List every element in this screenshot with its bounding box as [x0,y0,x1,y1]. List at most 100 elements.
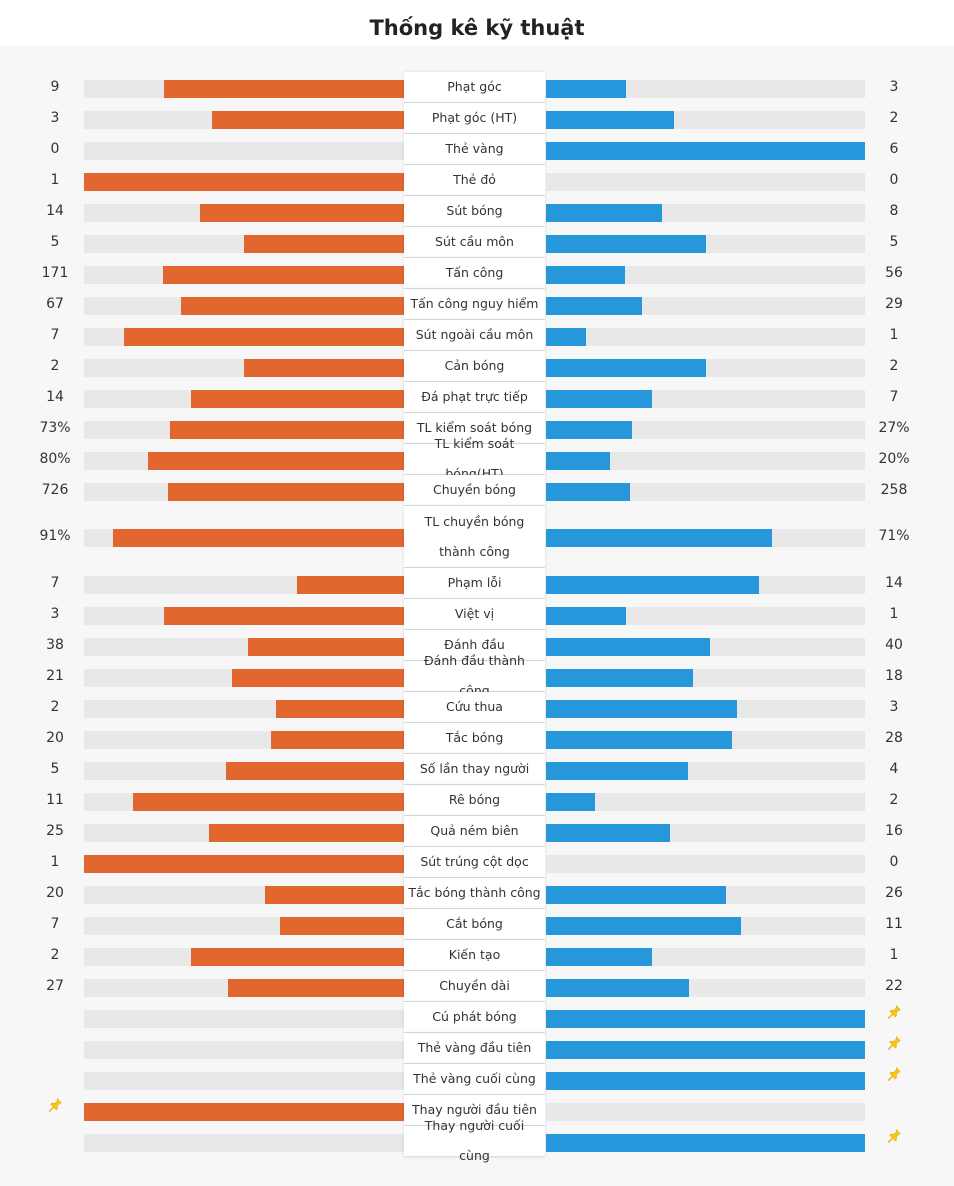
away-bar-fill [546,79,626,98]
home-bar-fill [200,203,404,222]
away-bar-fill [546,141,865,160]
away-bar-track [546,327,865,346]
away-bar-fill [546,327,586,346]
away-value: 1 [889,605,899,622]
home-bar-track [84,668,404,687]
away-bar-track [546,823,865,842]
home-value: 9 [50,78,60,95]
home-bar-fill [264,885,404,904]
home-bar-track [84,699,404,718]
stat-label: Chuyền dài [404,971,545,1002]
stat-label: TL kiểm soát bóng [404,413,545,444]
stat-label: Tắc bóng thành công [404,878,545,909]
home-bar-fill [227,978,404,997]
stat-label: Rê bóng [404,785,545,816]
home-bar-fill [212,110,404,129]
home-bar-track [84,885,404,904]
home-bar-track [84,234,404,253]
away-bar-fill [546,110,674,129]
home-bar-fill [276,699,404,718]
away-bar-track [546,668,865,687]
away-bar-track [546,1133,865,1152]
home-value: 20 [46,729,64,746]
stat-label: Quả ném biên [404,816,545,847]
pin-icon [886,1004,902,1020]
away-bar-track [546,296,865,315]
away-bar-fill [546,482,630,501]
home-bar-fill [164,79,404,98]
away-value: 3 [889,78,899,95]
home-bar-fill [148,451,404,470]
home-bar-track [84,916,404,935]
page-title: Thống kê kỹ thuật [369,16,585,40]
away-bar-fill [546,916,741,935]
stat-label: Phạt góc (HT) [404,103,545,134]
away-bar-track [546,451,865,470]
away-bar-track [546,482,865,501]
home-bar-fill [170,420,404,439]
away-bar-fill [546,265,625,284]
stat-label: Thay người cuối cùng [404,1118,545,1163]
pin-icon [47,1097,63,1113]
stat-label: Thay người đầu tiên [404,1095,545,1126]
away-bar-fill [546,761,688,780]
away-value: 7 [889,388,899,405]
home-bar-fill [124,327,404,346]
pin-icon [886,1128,902,1144]
away-value: 3 [889,698,899,715]
stat-label: Cứu thua [404,692,545,723]
away-bar-fill [546,451,610,470]
away-value: 29 [885,295,903,312]
away-bar-fill [546,823,671,842]
away-bar-fill [546,885,727,904]
home-bar-fill [231,668,404,687]
home-bar-fill [279,916,404,935]
home-bar-fill [190,389,404,408]
home-value: 7 [50,326,60,343]
away-bar-fill [546,389,653,408]
away-value: 20% [878,450,910,467]
away-bar-fill [546,668,694,687]
home-bar-track [84,529,404,547]
away-bar-fill [546,637,710,656]
stat-label: Cản bóng [404,351,545,382]
away-bar-fill [546,1009,865,1028]
away-bar-fill [546,420,633,439]
stat-label: Tắc bóng [404,723,545,754]
stat-label: Đá phạt trực tiếp [404,382,545,413]
away-value: 4 [889,760,899,777]
away-bar-track [546,761,865,780]
home-bar-track [84,606,404,625]
home-bar-fill [208,823,404,842]
home-bar-fill [180,296,404,315]
away-bar-fill [546,203,663,222]
away-value: 2 [889,109,899,126]
away-value: 8 [889,202,899,219]
home-bar-track [84,79,404,98]
away-bar-track [546,606,865,625]
away-bar-fill [546,1133,865,1152]
away-value: 27% [878,419,910,436]
home-bar-track [84,482,404,501]
away-value: 22 [885,977,903,994]
home-value: 2 [50,357,60,374]
away-bar-fill [546,575,759,594]
home-bar-track [84,327,404,346]
home-bar-track [84,141,404,160]
away-bar-track [546,1071,865,1090]
stat-label: Đánh đầu [404,630,545,661]
home-value: 0 [50,140,60,157]
home-bar-fill [133,792,404,811]
away-bar-track [546,79,865,98]
home-bar-track [84,1009,404,1028]
away-bar-track [546,529,865,547]
header-bar [0,0,954,46]
home-value: 7 [50,915,60,932]
away-bar-track [546,792,865,811]
away-bar-fill [546,529,773,547]
away-bar-track [546,203,865,222]
stat-label: Phạt góc [404,72,545,103]
away-bar-track [546,172,865,191]
home-value: 14 [46,388,64,405]
stat-label: Tấn công nguy hiểm [404,289,545,320]
